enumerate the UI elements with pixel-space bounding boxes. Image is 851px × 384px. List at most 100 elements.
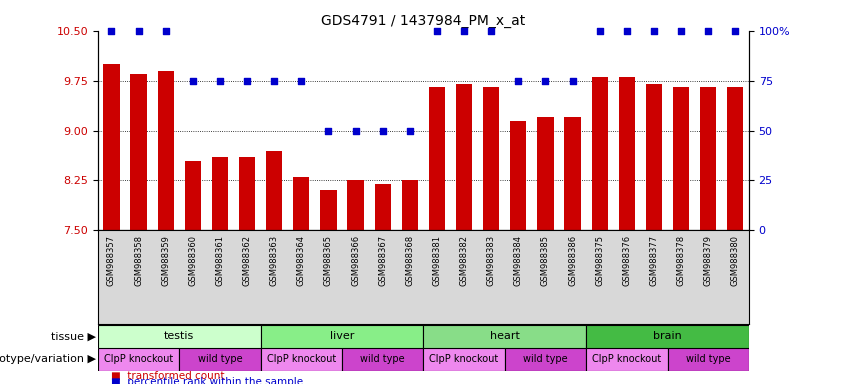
Point bbox=[647, 28, 660, 34]
Text: brain: brain bbox=[653, 331, 682, 341]
Text: ClpP knockout: ClpP knockout bbox=[592, 354, 661, 364]
Point bbox=[430, 28, 443, 34]
Bar bbox=[185, 161, 201, 230]
Bar bbox=[700, 87, 717, 230]
Bar bbox=[320, 190, 336, 230]
Point bbox=[267, 78, 281, 84]
Bar bbox=[591, 77, 608, 230]
Point bbox=[376, 127, 390, 134]
Text: wild type: wild type bbox=[197, 354, 243, 364]
Point bbox=[159, 28, 173, 34]
Point bbox=[728, 28, 742, 34]
Text: GSM988382: GSM988382 bbox=[460, 235, 469, 286]
Text: GSM988379: GSM988379 bbox=[704, 235, 712, 286]
Bar bbox=[103, 64, 119, 230]
Text: heart: heart bbox=[490, 331, 520, 341]
Bar bbox=[374, 184, 391, 230]
Bar bbox=[646, 84, 662, 230]
Point bbox=[674, 28, 688, 34]
Point bbox=[593, 28, 607, 34]
Bar bbox=[456, 84, 472, 230]
Text: GSM988378: GSM988378 bbox=[677, 235, 686, 286]
Bar bbox=[293, 177, 310, 230]
Bar bbox=[586, 348, 667, 371]
Bar bbox=[266, 151, 283, 230]
Bar bbox=[347, 180, 363, 230]
Text: ■  transformed count: ■ transformed count bbox=[111, 371, 224, 381]
Text: GSM988363: GSM988363 bbox=[270, 235, 278, 286]
Text: GSM988357: GSM988357 bbox=[107, 235, 116, 286]
Bar bbox=[667, 348, 749, 371]
Text: GSM988384: GSM988384 bbox=[514, 235, 523, 286]
Text: GSM988368: GSM988368 bbox=[405, 235, 414, 286]
Text: GSM988383: GSM988383 bbox=[487, 235, 495, 286]
Bar bbox=[510, 121, 527, 230]
Text: GSM988376: GSM988376 bbox=[622, 235, 631, 286]
Point bbox=[511, 78, 525, 84]
Bar bbox=[537, 117, 553, 230]
Bar bbox=[212, 157, 228, 230]
Text: GSM988380: GSM988380 bbox=[731, 235, 740, 286]
Text: ClpP knockout: ClpP knockout bbox=[104, 354, 173, 364]
Text: GSM988366: GSM988366 bbox=[351, 235, 360, 286]
Bar bbox=[619, 77, 635, 230]
Text: tissue ▶: tissue ▶ bbox=[51, 331, 96, 341]
Bar bbox=[424, 325, 586, 348]
Text: GSM988364: GSM988364 bbox=[297, 235, 306, 286]
Text: GSM988377: GSM988377 bbox=[649, 235, 659, 286]
Text: GSM988385: GSM988385 bbox=[541, 235, 550, 286]
Text: ClpP knockout: ClpP knockout bbox=[430, 354, 499, 364]
Text: wild type: wild type bbox=[523, 354, 568, 364]
Point bbox=[701, 28, 715, 34]
Text: GSM988367: GSM988367 bbox=[378, 235, 387, 286]
Point bbox=[403, 127, 417, 134]
Text: wild type: wild type bbox=[360, 354, 405, 364]
Point bbox=[213, 78, 226, 84]
Point bbox=[620, 28, 634, 34]
Text: liver: liver bbox=[330, 331, 354, 341]
Bar bbox=[130, 74, 146, 230]
Text: GSM988365: GSM988365 bbox=[324, 235, 333, 286]
Bar bbox=[180, 348, 260, 371]
Text: GSM988358: GSM988358 bbox=[134, 235, 143, 286]
Bar bbox=[260, 325, 423, 348]
Point bbox=[294, 78, 308, 84]
Text: GSM988386: GSM988386 bbox=[568, 235, 577, 286]
Point bbox=[457, 28, 471, 34]
Text: wild type: wild type bbox=[686, 354, 730, 364]
Point bbox=[132, 28, 146, 34]
Bar bbox=[239, 157, 255, 230]
Text: GSM988360: GSM988360 bbox=[188, 235, 197, 286]
Bar bbox=[727, 87, 744, 230]
Bar bbox=[505, 348, 586, 371]
Text: ■  percentile rank within the sample: ■ percentile rank within the sample bbox=[111, 377, 303, 384]
Bar bbox=[402, 180, 418, 230]
Bar bbox=[586, 325, 749, 348]
Bar bbox=[429, 87, 445, 230]
Point bbox=[484, 28, 498, 34]
Point bbox=[322, 127, 335, 134]
Point bbox=[349, 127, 363, 134]
Title: GDS4791 / 1437984_PM_x_at: GDS4791 / 1437984_PM_x_at bbox=[321, 14, 526, 28]
Point bbox=[105, 28, 118, 34]
Text: testis: testis bbox=[164, 331, 194, 341]
Text: GSM988375: GSM988375 bbox=[595, 235, 604, 286]
Bar bbox=[98, 325, 260, 348]
Text: GSM988359: GSM988359 bbox=[161, 235, 170, 286]
Bar bbox=[564, 117, 580, 230]
Bar bbox=[673, 87, 689, 230]
Text: ClpP knockout: ClpP knockout bbox=[266, 354, 336, 364]
Bar bbox=[260, 348, 342, 371]
Bar bbox=[98, 348, 180, 371]
Bar bbox=[342, 348, 424, 371]
Point bbox=[240, 78, 254, 84]
Text: GSM988362: GSM988362 bbox=[243, 235, 252, 286]
Point bbox=[539, 78, 552, 84]
Text: genotype/variation ▶: genotype/variation ▶ bbox=[0, 354, 96, 364]
Text: GSM988361: GSM988361 bbox=[215, 235, 225, 286]
Point bbox=[566, 78, 580, 84]
Bar bbox=[483, 87, 500, 230]
Bar bbox=[424, 348, 505, 371]
Bar bbox=[157, 71, 174, 230]
Text: GSM988381: GSM988381 bbox=[432, 235, 442, 286]
